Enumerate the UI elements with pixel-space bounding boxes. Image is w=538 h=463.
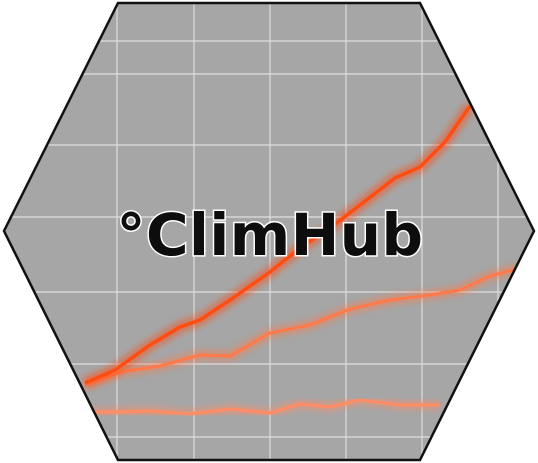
- series-line-high: [82, 102, 475, 389]
- hexagon-background: [4, 3, 534, 460]
- logo-wordmark: °ClimHub: [116, 201, 423, 269]
- series-line-mid: [83, 263, 522, 390]
- series-line-low: [60, 395, 440, 419]
